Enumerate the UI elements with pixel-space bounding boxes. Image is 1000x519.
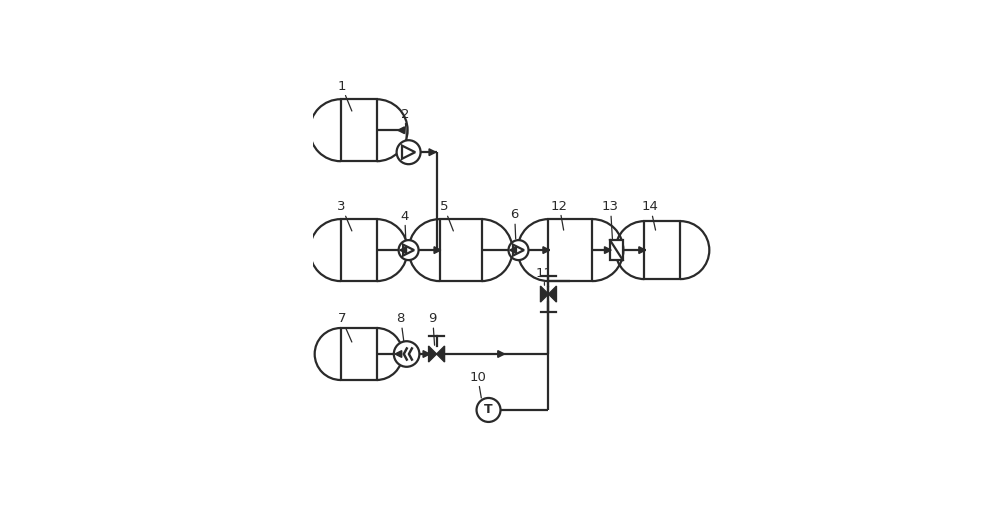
Polygon shape bbox=[398, 127, 405, 133]
Polygon shape bbox=[423, 351, 430, 358]
Text: 12: 12 bbox=[551, 200, 568, 230]
Text: 8: 8 bbox=[397, 312, 405, 341]
Text: 7: 7 bbox=[337, 312, 352, 342]
Circle shape bbox=[477, 398, 501, 422]
Polygon shape bbox=[498, 351, 505, 358]
Text: 5: 5 bbox=[440, 200, 453, 231]
Polygon shape bbox=[434, 247, 441, 253]
Text: 14: 14 bbox=[642, 200, 659, 230]
Polygon shape bbox=[604, 247, 611, 253]
Text: 3: 3 bbox=[337, 200, 352, 231]
Polygon shape bbox=[639, 247, 646, 253]
Text: 4: 4 bbox=[401, 210, 409, 240]
Text: 9: 9 bbox=[429, 312, 437, 345]
Polygon shape bbox=[429, 346, 445, 362]
Bar bbox=[610, 240, 623, 260]
Polygon shape bbox=[400, 247, 407, 253]
Polygon shape bbox=[540, 286, 556, 302]
Circle shape bbox=[399, 240, 419, 260]
Text: 13: 13 bbox=[602, 200, 619, 239]
Text: 6: 6 bbox=[511, 209, 519, 239]
Circle shape bbox=[509, 240, 528, 260]
Text: 10: 10 bbox=[469, 371, 486, 398]
Text: 1: 1 bbox=[337, 80, 352, 111]
Polygon shape bbox=[395, 351, 402, 358]
Text: 2: 2 bbox=[401, 108, 409, 140]
Polygon shape bbox=[429, 149, 436, 156]
Bar bbox=[341, 219, 377, 281]
Circle shape bbox=[394, 341, 419, 367]
Bar bbox=[548, 219, 592, 281]
Polygon shape bbox=[510, 247, 516, 253]
Circle shape bbox=[397, 140, 421, 164]
Text: 11: 11 bbox=[536, 267, 553, 285]
Polygon shape bbox=[543, 247, 550, 253]
Text: T: T bbox=[484, 403, 493, 416]
Bar bbox=[341, 99, 377, 161]
Bar bbox=[341, 328, 377, 380]
Bar bbox=[440, 219, 482, 281]
Bar bbox=[644, 221, 680, 279]
